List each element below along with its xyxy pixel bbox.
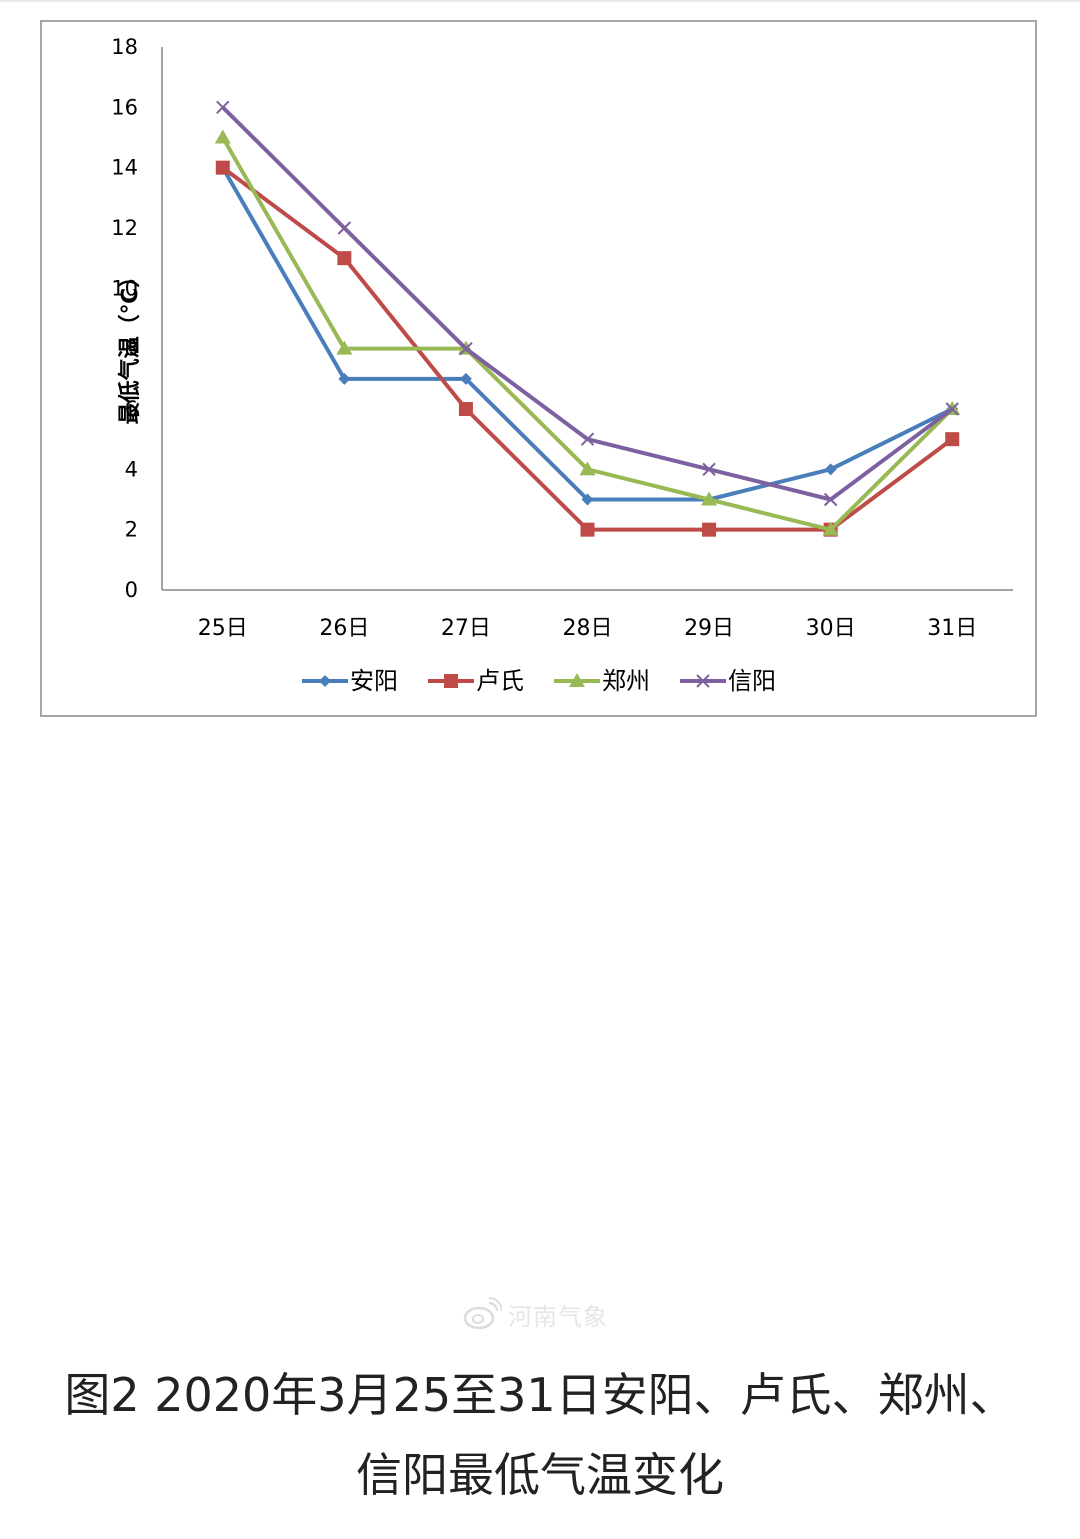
y-tick-label: 8: [125, 337, 138, 361]
chart-axes: [161, 47, 1013, 591]
data-point: [702, 462, 716, 477]
y-tick-label: 18: [111, 35, 138, 59]
legend-label: 卢氏: [476, 667, 524, 695]
y-tick-label: 10: [111, 276, 138, 300]
legend-marker: [696, 674, 710, 688]
data-point: [338, 372, 351, 385]
x-tick-label: 25日: [198, 616, 248, 641]
legend-item-4: 信阳: [680, 667, 776, 695]
watermark-text: 河南气象: [508, 1302, 608, 1331]
series-3: [214, 129, 961, 536]
chart-frame: [40, 20, 1037, 717]
data-point: [823, 492, 838, 507]
legend-label: 信阳: [728, 667, 776, 695]
legend-marker: [319, 675, 331, 687]
y-tick-label: 6: [125, 397, 138, 421]
y-tick-label: 16: [111, 95, 138, 119]
series-line: [221, 105, 954, 502]
data-point: [581, 493, 594, 506]
data-point: [214, 129, 231, 144]
x-tick-label: 29日: [684, 616, 734, 641]
data-point: [945, 432, 960, 447]
data-point: [824, 463, 837, 476]
data-point: [579, 461, 596, 476]
x-tick-labels: 25日 26日 27日 28日 29日 30日 31日: [198, 616, 977, 641]
figure-caption: 图2 2020年3月25至31日安阳、卢氏、郑州、信阳最低气温变化: [64, 1368, 1016, 1502]
data-point: [459, 372, 472, 385]
legend-item-1: 安阳: [302, 667, 398, 695]
data-point: [215, 160, 230, 175]
data-point: [337, 251, 352, 266]
series-4: [216, 100, 959, 507]
x-tick-label: 31日: [927, 616, 977, 641]
top-divider: [0, 0, 1080, 2]
data-point: [701, 491, 718, 506]
temperature-line-chart: 0 2 4 6 8 10 12 14 16 18 25日 26日 27日 28日 29日 30日 31日 安阳…: [111, 35, 1013, 695]
y-tick-label: 2: [125, 518, 138, 542]
data-point: [336, 340, 353, 355]
data-point: [702, 522, 717, 537]
data-point: [459, 341, 473, 356]
y-axis-label: 最低气温（℃）: [117, 266, 143, 425]
data-point: [337, 221, 352, 235]
legend-marker: [444, 674, 458, 688]
watermark: 河南气象: [462, 1296, 608, 1332]
legend-marker: [569, 673, 585, 687]
x-tick-label: 30日: [806, 616, 856, 641]
series-line: [221, 166, 954, 532]
legend-item-2: 卢氏: [428, 667, 524, 695]
series-layer: [214, 100, 961, 537]
x-tick-label: 26日: [319, 616, 369, 641]
legend-item-3: 郑州: [554, 667, 650, 695]
data-point: [580, 522, 595, 537]
y-tick-label: 0: [125, 578, 138, 602]
legend: 安阳 卢氏 郑州 信阳: [302, 667, 776, 695]
x-tick-label: 27日: [441, 616, 491, 641]
y-tick-label: 4: [125, 457, 138, 481]
data-point: [458, 402, 473, 416]
x-tick-label: 28日: [563, 616, 613, 641]
data-point: [216, 100, 230, 115]
weibo-icon: [463, 1297, 502, 1330]
y-tick-label: 12: [111, 216, 138, 240]
data-point: [945, 402, 959, 416]
legend-label: 安阳: [350, 667, 398, 695]
data-point: [580, 432, 595, 446]
y-tick-label: 14: [111, 156, 138, 180]
data-point: [822, 521, 839, 536]
y-tick-labels: 0 2 4 6 8 10 12 14 16 18: [111, 35, 138, 602]
legend-label: 郑州: [602, 667, 650, 695]
